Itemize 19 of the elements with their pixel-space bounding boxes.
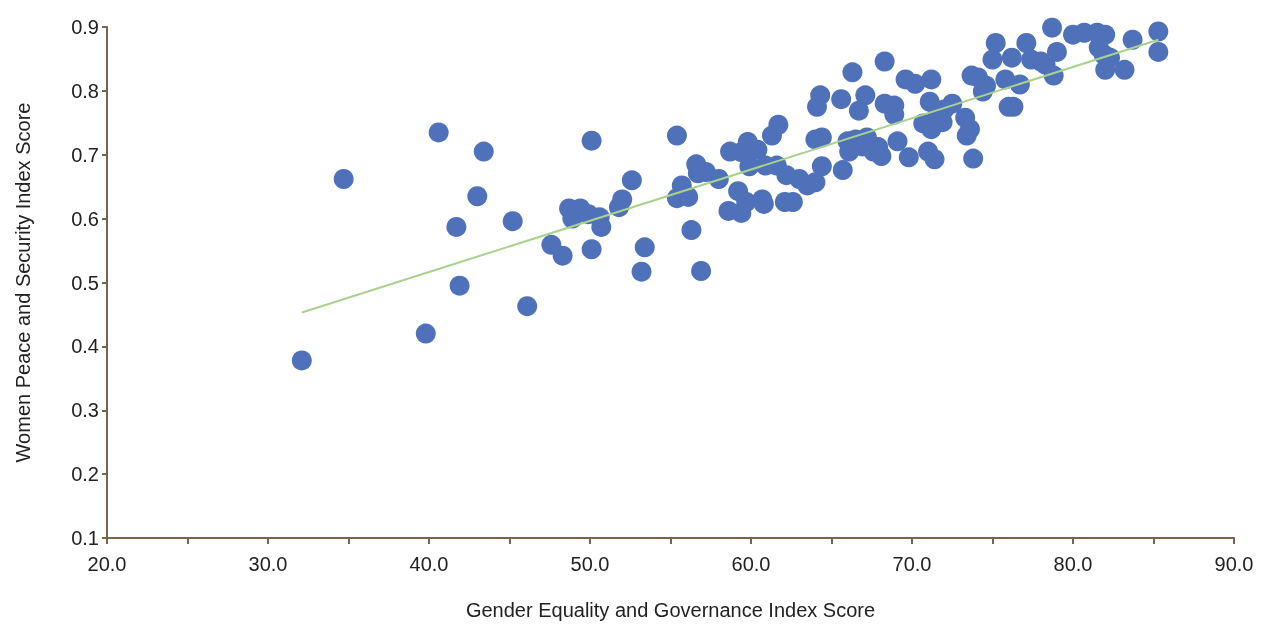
y-tick-label: 0.6 (71, 207, 99, 230)
x-tick-label: 30.0 (248, 553, 288, 575)
y-tick-label: 0.5 (71, 271, 99, 294)
x-tick-label: 70.0 (892, 553, 932, 575)
x-tick-label: 90.0 (1214, 553, 1254, 575)
x-tick-label: 50.0 (570, 553, 610, 575)
y-tick-label: 0.9 (71, 16, 99, 38)
y-tick-label: 0.7 (71, 143, 99, 166)
x-tick-label: 20.0 (87, 553, 127, 575)
x-axis-title: Gender Equality and Governance Index Score (465, 599, 876, 621)
y-tick-label: 0.1 (71, 527, 99, 549)
y-tick-label: 0.3 (71, 399, 99, 422)
y-tick-label: 0.2 (71, 463, 99, 486)
y-tick-label: 0.8 (71, 79, 99, 102)
x-tick-label: 40.0 (409, 553, 449, 575)
x-tick-label: 60.0 (731, 553, 771, 575)
y-axis-title: Women Peace and Security Index Score (12, 102, 34, 463)
x-tick-label: 80.0 (1053, 553, 1093, 575)
y-tick-label: 0.4 (71, 335, 99, 358)
